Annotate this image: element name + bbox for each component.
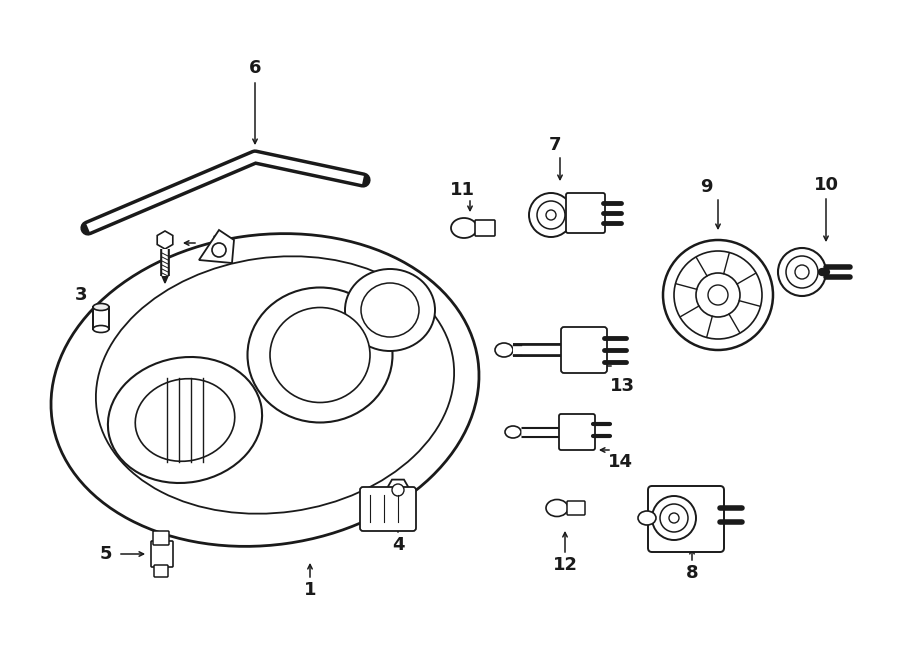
Text: 14: 14 — [608, 453, 633, 471]
Circle shape — [529, 193, 573, 237]
FancyBboxPatch shape — [153, 531, 169, 545]
FancyBboxPatch shape — [360, 487, 416, 531]
Text: 4: 4 — [392, 536, 404, 554]
FancyBboxPatch shape — [561, 327, 607, 373]
Ellipse shape — [270, 307, 370, 403]
Text: 11: 11 — [449, 181, 474, 199]
FancyBboxPatch shape — [93, 307, 109, 329]
Circle shape — [663, 240, 773, 350]
Ellipse shape — [108, 357, 262, 483]
Text: 10: 10 — [814, 176, 839, 194]
FancyBboxPatch shape — [648, 486, 724, 552]
Ellipse shape — [451, 218, 477, 238]
Circle shape — [212, 243, 226, 257]
FancyBboxPatch shape — [154, 565, 168, 577]
Polygon shape — [199, 230, 234, 263]
Circle shape — [669, 513, 679, 523]
Text: 3: 3 — [75, 286, 87, 304]
Circle shape — [652, 496, 696, 540]
Ellipse shape — [361, 283, 419, 337]
Text: 9: 9 — [700, 178, 712, 196]
Circle shape — [696, 273, 740, 317]
Ellipse shape — [546, 500, 568, 516]
Circle shape — [795, 265, 809, 279]
Text: 13: 13 — [609, 377, 634, 395]
Ellipse shape — [93, 303, 109, 311]
Text: 1: 1 — [304, 581, 316, 599]
FancyBboxPatch shape — [566, 193, 605, 233]
Circle shape — [778, 248, 826, 296]
Ellipse shape — [51, 233, 479, 547]
Ellipse shape — [495, 343, 513, 357]
FancyBboxPatch shape — [567, 501, 585, 515]
Ellipse shape — [505, 426, 521, 438]
Text: 2: 2 — [212, 234, 224, 252]
Text: 12: 12 — [553, 556, 578, 574]
Ellipse shape — [638, 511, 656, 525]
Circle shape — [392, 484, 404, 496]
Circle shape — [786, 256, 818, 288]
Ellipse shape — [345, 269, 435, 351]
Ellipse shape — [248, 288, 392, 422]
FancyBboxPatch shape — [475, 220, 495, 236]
Ellipse shape — [93, 325, 109, 332]
Circle shape — [708, 285, 728, 305]
Ellipse shape — [96, 256, 455, 514]
Circle shape — [537, 201, 565, 229]
Text: 8: 8 — [686, 564, 698, 582]
FancyBboxPatch shape — [559, 414, 595, 450]
Text: 5: 5 — [100, 545, 112, 563]
Ellipse shape — [135, 379, 235, 461]
Polygon shape — [162, 276, 168, 283]
Circle shape — [660, 504, 688, 532]
Text: 6: 6 — [248, 59, 261, 77]
Circle shape — [546, 210, 556, 220]
Text: 7: 7 — [549, 136, 562, 154]
Circle shape — [674, 251, 762, 339]
FancyBboxPatch shape — [151, 541, 173, 567]
